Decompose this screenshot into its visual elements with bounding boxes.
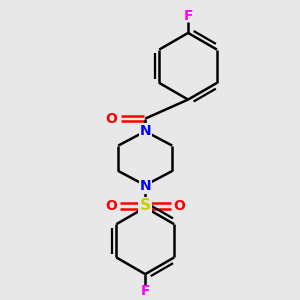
Text: F: F [141,284,151,298]
Text: O: O [105,199,117,213]
Text: O: O [105,112,117,126]
Text: S: S [140,198,151,213]
Text: N: N [140,124,151,138]
Text: O: O [174,199,185,213]
Text: N: N [140,179,151,193]
Text: F: F [184,9,194,23]
